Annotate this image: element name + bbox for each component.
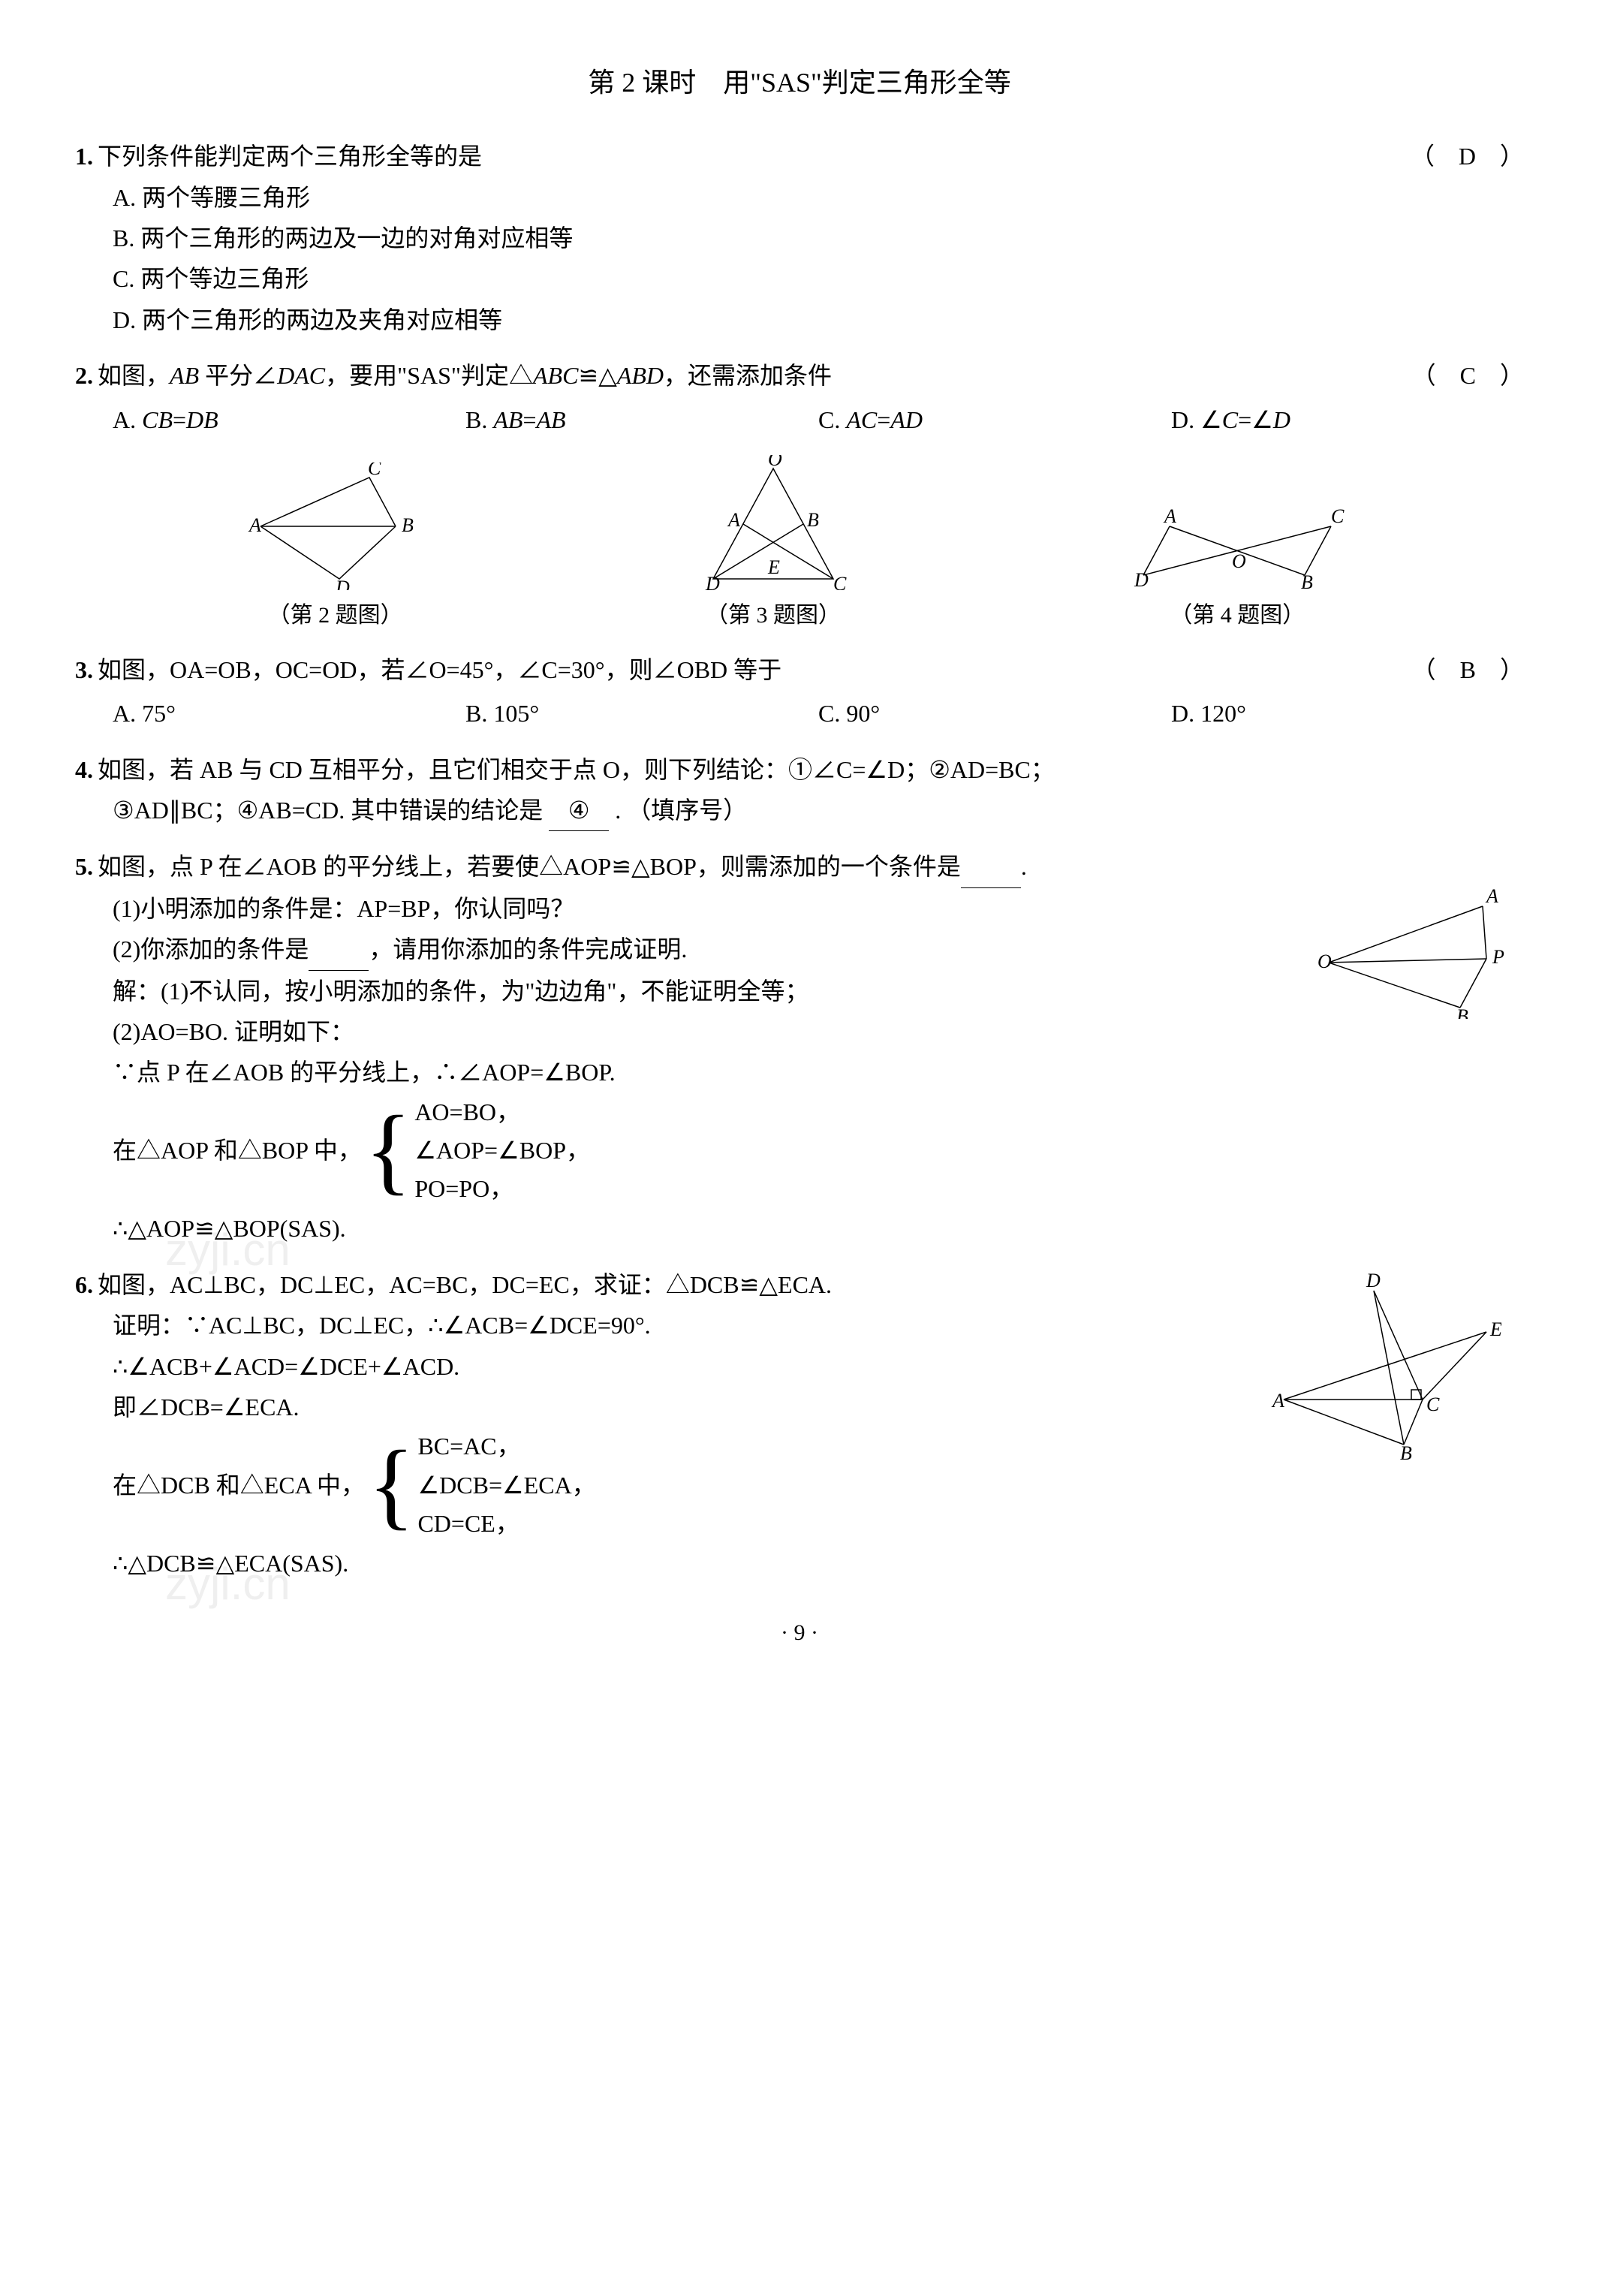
svg-text:P: P: [1492, 946, 1504, 968]
svg-text:D: D: [1134, 569, 1149, 590]
svg-text:A: A: [1271, 1390, 1284, 1412]
svg-text:E: E: [1489, 1318, 1501, 1340]
figure-caption: （第 4 题图）: [1106, 596, 1369, 634]
svg-text:D: D: [335, 577, 350, 590]
problem-4: 4. 如图，若 AB 与 CD 互相平分，且它们相交于点 O，则下列结论：①∠C…: [75, 749, 1524, 832]
svg-text:A: A: [727, 509, 740, 531]
option-a: A. 75°: [113, 693, 465, 734]
brace-line: AO=BO，: [414, 1093, 590, 1131]
sub-1: (1)小明添加的条件是：AP=BP，你认同吗？: [113, 888, 1524, 929]
svg-text:O: O: [768, 455, 782, 470]
svg-text:B: B: [807, 509, 819, 531]
brace-line: ∠DCB=∠ECA，: [417, 1466, 595, 1505]
solution-line: ∴△DCB≌△ECA(SAS).: [113, 1543, 1524, 1583]
answer-paren: （ C ）: [1412, 355, 1524, 396]
svg-text:B: B: [402, 514, 414, 536]
svg-text:C: C: [1331, 508, 1345, 527]
prob-num: 6.: [75, 1264, 93, 1305]
svg-text:B: B: [1456, 1005, 1468, 1019]
figure-3: O A B D C E （第 3 题图）: [676, 455, 871, 634]
prob-text: 如图，点 P 在∠AOB 的平分线上，若要使△AOP≌△BOP，则需添加的一个条…: [98, 846, 1524, 887]
prob-num: 5.: [75, 846, 93, 887]
prob-text: 如图，OA=OB，OC=OD，若∠O=45°，∠C=30°，则∠OBD 等于: [98, 649, 1412, 690]
prob-num: 1.: [75, 136, 93, 176]
option-b: B. AB=AB: [465, 399, 818, 440]
blank: [309, 929, 369, 970]
prob-num: 4.: [75, 749, 93, 790]
solution-line: (2)AO=BO. 证明如下：: [113, 1011, 1524, 1052]
problem-1: 1. 下列条件能判定两个三角形全等的是 （ D ） A. 两个等腰三角形 B. …: [75, 136, 1524, 340]
figure-6: A C B D E: [1261, 1272, 1501, 1467]
svg-text:B: B: [1400, 1442, 1412, 1464]
svg-text:D: D: [1366, 1272, 1381, 1291]
option-d: D. ∠C=∠D: [1171, 399, 1524, 440]
svg-text:O: O: [1232, 550, 1246, 572]
option-c: C. AC=AD: [818, 399, 1171, 440]
figure-5: O A B P: [1314, 884, 1509, 1019]
option-b: B. 105°: [465, 693, 818, 734]
option-c: C. 两个等边三角形: [113, 258, 1524, 299]
brace-line: BC=AC，: [417, 1427, 595, 1466]
svg-text:O: O: [1317, 951, 1332, 972]
prob-text: 如图，若 AB 与 CD 互相平分，且它们相交于点 O，则下列结论：①∠C=∠D…: [98, 749, 1524, 790]
option-d: D. 120°: [1171, 693, 1524, 734]
answer-paren: （ B ）: [1412, 649, 1524, 690]
option-c: C. 90°: [818, 693, 1171, 734]
problem-3: 3. 如图，OA=OB，OC=OD，若∠O=45°，∠C=30°，则∠OBD 等…: [75, 649, 1524, 734]
brace-line: CD=CE，: [417, 1505, 595, 1543]
svg-text:A: A: [1163, 508, 1176, 527]
svg-text:C: C: [1426, 1394, 1440, 1415]
option-a: A. 两个等腰三角形: [113, 177, 1524, 218]
option-d: D. 两个三角形的两边及夹角对应相等: [113, 300, 1524, 340]
option-b: B. 两个三角形的两边及一边的对角对应相等: [113, 218, 1524, 258]
prob-num: 2.: [75, 355, 93, 396]
svg-text:A: A: [1485, 885, 1498, 907]
prob-num: 3.: [75, 649, 93, 690]
option-a: A. CB=DB: [113, 399, 465, 440]
figure-2: A B C D （第 2 题图）: [230, 463, 441, 634]
solution-line: ∴△AOP≌△BOP(SAS).: [113, 1208, 1524, 1249]
figure-caption: （第 3 题图）: [676, 596, 871, 634]
svg-text:C: C: [833, 573, 847, 590]
problem-5: 5. 如图，点 P 在∠AOB 的平分线上，若要使△AOP≌△BOP，则需添加的…: [75, 846, 1524, 1249]
figure-4: A C D B O （第 4 题图）: [1106, 508, 1369, 634]
svg-text:A: A: [248, 514, 261, 536]
page-number: · 9 ·: [75, 1614, 1524, 1652]
brace-line: PO=PO，: [414, 1170, 590, 1208]
svg-text:C: C: [368, 463, 381, 479]
brace-line: ∠AOP=∠BOP，: [414, 1131, 590, 1170]
prob-text: 如图，AB 平分∠DAC，要用"SAS"判定△ABC≌△ABD，还需添加条件: [98, 355, 1412, 396]
sub-2: (2)你添加的条件是 ，请用你添加的条件完成证明.: [113, 929, 1524, 970]
figure-caption: （第 2 题图）: [230, 596, 441, 634]
solution-line: ∵点 P 在∠AOB 的平分线上，∴∠AOP=∠BOP.: [113, 1052, 1524, 1092]
prob-text: 下列条件能判定两个三角形全等的是: [98, 136, 1411, 176]
answer-paren: （ D ）: [1411, 136, 1524, 176]
problem-2: 2. 如图，AB 平分∠DAC，要用"SAS"判定△ABC≌△ABD，还需添加条…: [75, 355, 1524, 634]
prob-line2: ③AD∥BC；④AB=CD. 其中错误的结论是 ④ . （填序号）: [113, 790, 1524, 831]
lesson-title: 第 2 课时 用"SAS"判定三角形全等: [75, 60, 1524, 106]
svg-text:D: D: [705, 573, 720, 590]
blank: [961, 846, 1021, 887]
svg-text:B: B: [1301, 571, 1313, 590]
problem-6: 6. 如图，AC⊥BC，DC⊥EC，AC=BC，DC=EC，求证：△DCB≌△E…: [75, 1264, 1524, 1584]
solution-line: 解：(1)不认同，按小明添加的条件，为"边边角"，不能证明全等；: [113, 971, 1524, 1011]
answer-blank: ④: [549, 790, 609, 831]
svg-text:E: E: [767, 556, 780, 578]
brace-system: 在△AOP 和△BOP 中， { AO=BO， ∠AOP=∠BOP， PO=PO…: [113, 1093, 1524, 1209]
